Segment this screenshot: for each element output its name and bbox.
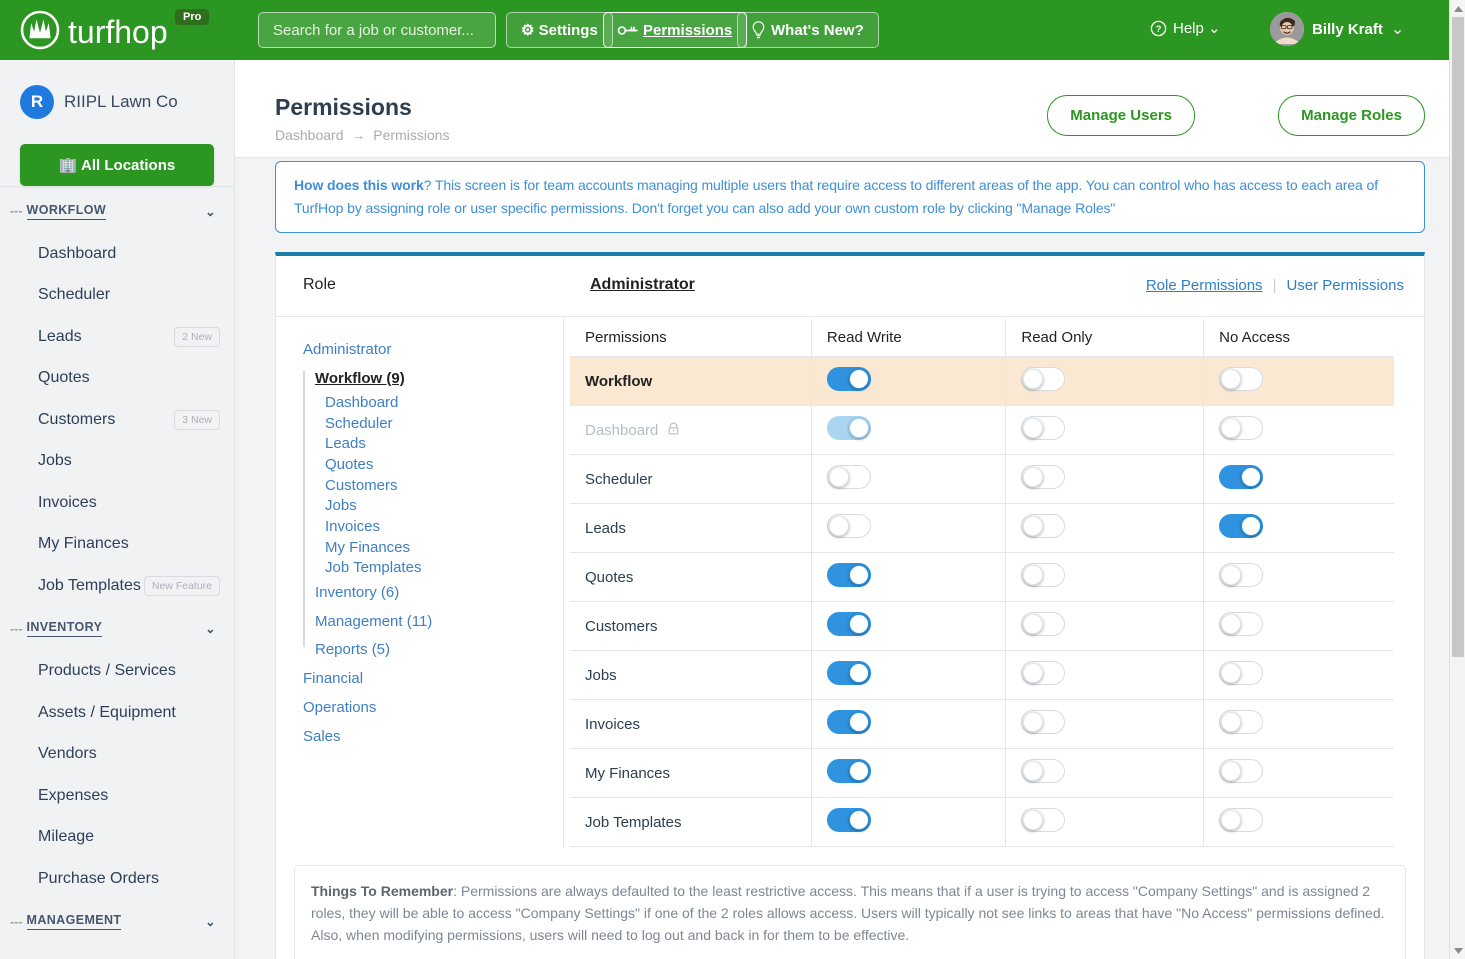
svg-text:?: ? bbox=[1156, 24, 1162, 34]
